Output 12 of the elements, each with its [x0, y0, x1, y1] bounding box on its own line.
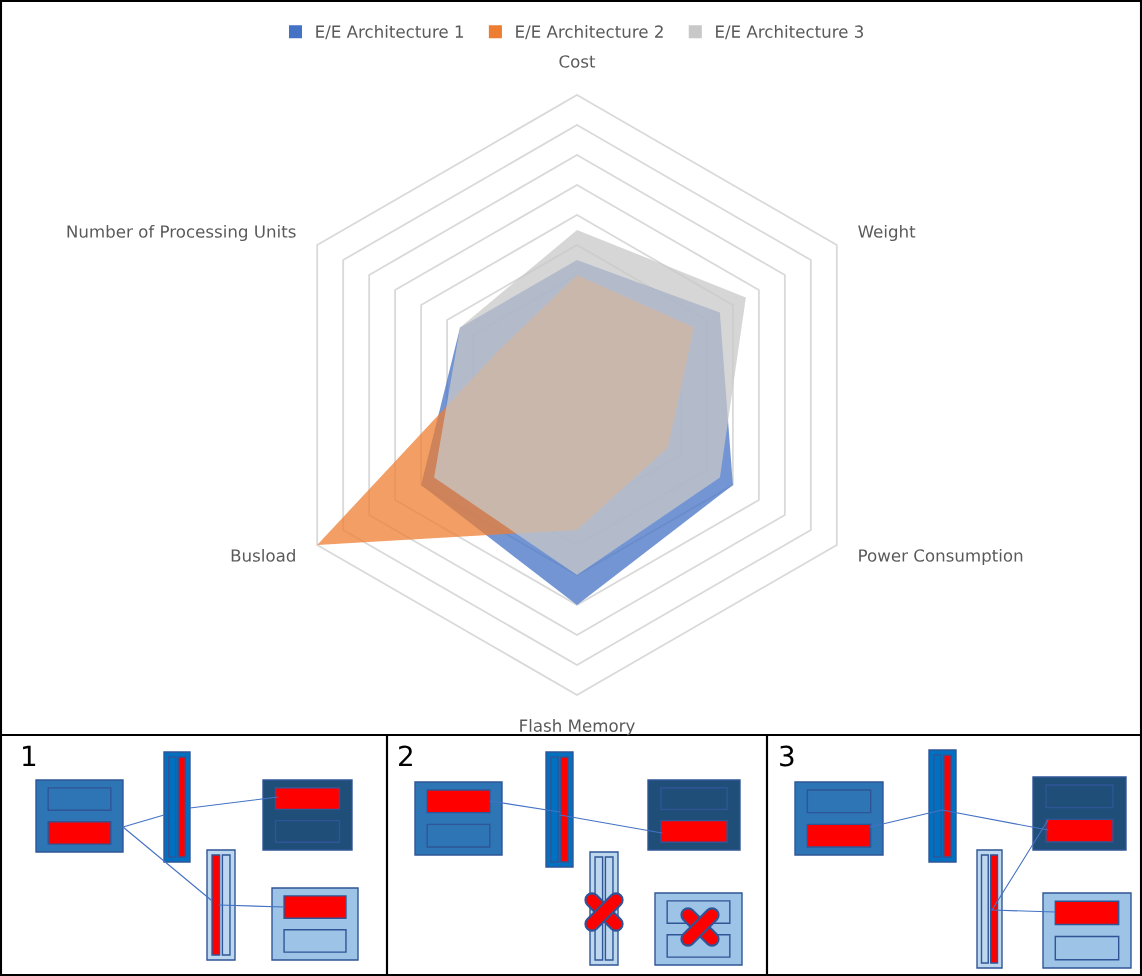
text: 1: [23, 745, 36, 767]
spoke-label: Flash Memory: [520, 719, 635, 736]
legend-label: E/E Architecture 1: [316, 25, 464, 40]
text: 2: [399, 745, 412, 767]
text: 3: [780, 745, 794, 767]
spoke-label: Weight: [858, 224, 916, 242]
spoke-label: Busload: [231, 548, 295, 562]
spoke-label: Number of Processing Units: [67, 224, 296, 242]
legend-label: E/E Architecture 2: [516, 25, 663, 40]
spoke-label: Cost: [559, 55, 596, 68]
spoke-label: Power Consumption: [859, 548, 1023, 566]
legend-label: E/E Architecture 3: [716, 25, 863, 40]
